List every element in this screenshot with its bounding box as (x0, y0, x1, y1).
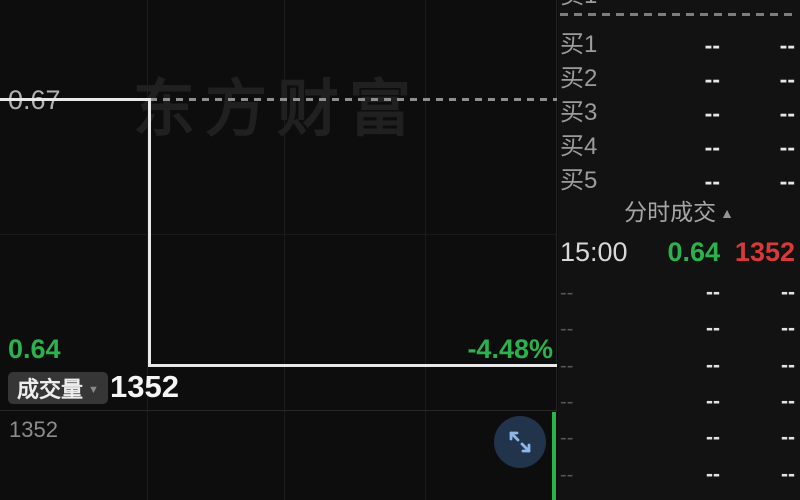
change-percent-label: -4.48% (467, 334, 553, 364)
trade-price: -- (706, 281, 720, 304)
quote-panel: 卖1 -- -- 买1 -- -- 买2 -- -- 买3 -- -- 买4 -… (558, 0, 800, 500)
buy-volume-placeholder: -- (779, 100, 795, 126)
buy-price-placeholder: -- (704, 100, 720, 126)
trade-volume: -- (781, 281, 795, 304)
orderbook-dashed-separator (560, 13, 796, 16)
trade-volume: -- (781, 354, 795, 377)
sell-level-label: 卖1 (560, 0, 597, 13)
tape-empty-row: -- -- -- (560, 317, 798, 341)
trade-time: -- (560, 464, 574, 486)
trade-time: -- (560, 427, 574, 449)
buy-level-label: 买5 (560, 167, 598, 194)
buy-level-label: 买2 (560, 65, 598, 92)
tape-title: 分时成交 (624, 199, 717, 225)
tape-empty-row: -- -- -- (560, 354, 798, 378)
expand-arrows-icon (509, 431, 531, 453)
buy-level-row-4[interactable]: 买4 -- -- (560, 130, 798, 164)
tape-empty-row: -- -- -- (560, 426, 798, 450)
trade-time: 15:00 (560, 237, 628, 267)
tape-empty-row: -- -- -- (560, 390, 798, 414)
trade-price: -- (706, 463, 720, 486)
buy-level-label: 买4 (560, 133, 598, 160)
tape-section-header[interactable]: 分时成交 ▲ (560, 198, 798, 226)
brand-watermark: 东方财富 (133, 75, 422, 144)
trade-time: -- (560, 391, 574, 413)
trade-price: 0.64 (667, 237, 720, 267)
buy-volume-placeholder: -- (779, 66, 795, 92)
trade-volume: 1352 (734, 237, 795, 267)
price-line-segment (148, 364, 557, 367)
buy-price-placeholder: -- (704, 32, 720, 58)
volume-bar-green (552, 412, 556, 500)
buy-level-row-3[interactable]: 买3 -- -- (560, 96, 798, 130)
buy-volume-placeholder: -- (779, 134, 795, 160)
price-line-drop (148, 98, 151, 367)
price-line-segment (0, 98, 151, 101)
gridline-vertical (284, 0, 285, 500)
buy-price-placeholder: -- (704, 168, 720, 194)
trade-volume: -- (781, 426, 795, 449)
trade-volume: -- (781, 463, 795, 486)
volume-current-value: 1352 (110, 369, 179, 404)
buy-price-placeholder: -- (704, 134, 720, 160)
gridline-vertical (425, 0, 426, 500)
expand-chart-button[interactable] (494, 416, 546, 468)
buy-level-label: 买3 (560, 99, 598, 126)
buy-volume-placeholder: -- (779, 168, 795, 194)
tape-empty-row: -- -- -- (560, 463, 798, 487)
trade-price: -- (706, 317, 720, 340)
buy-level-label: 买1 (560, 31, 598, 58)
volume-indicator-selector[interactable]: 成交量 ▼ (8, 372, 108, 404)
buy-level-row-5[interactable]: 买5 -- -- (560, 164, 798, 198)
trade-price: -- (706, 390, 720, 413)
trade-price: -- (706, 426, 720, 449)
intraday-chart[interactable]: 东方财富 0.67 0.64 -4.48% 成交量 ▼ 1352 1352 (0, 0, 557, 500)
buy-level-row-2[interactable]: 买2 -- -- (560, 62, 798, 96)
buy-level-row-1[interactable]: 买1 -- -- (560, 28, 798, 62)
buy-price-placeholder: -- (704, 66, 720, 92)
gridline-vertical (147, 0, 148, 500)
trade-time: -- (560, 318, 574, 340)
gridline-horizontal (0, 234, 557, 235)
trade-volume: -- (781, 390, 795, 413)
volume-selector-label: 成交量 (17, 377, 84, 402)
sell-price-placeholder: -- (705, 0, 720, 13)
sell-volume-placeholder: -- (780, 0, 795, 13)
trade-price: -- (706, 354, 720, 377)
tape-empty-row: -- -- -- (560, 281, 798, 305)
trade-time: -- (560, 355, 574, 377)
tape-trade-row: 15:00 0.64 1352 (560, 236, 798, 268)
panel-divider (556, 0, 557, 412)
volume-pane-separator (0, 410, 557, 411)
sort-ascending-icon: ▲ (720, 205, 734, 221)
chevron-down-icon: ▼ (88, 383, 99, 396)
trade-time: -- (560, 282, 574, 304)
sell-row-partial[interactable]: 卖1 -- -- (560, 0, 798, 13)
volume-axis-max-label: 1352 (9, 417, 58, 442)
buy-volume-placeholder: -- (779, 32, 795, 58)
last-price-label: 0.64 (8, 334, 61, 364)
prev-close-dashed-line (150, 98, 557, 101)
trade-volume: -- (781, 317, 795, 340)
